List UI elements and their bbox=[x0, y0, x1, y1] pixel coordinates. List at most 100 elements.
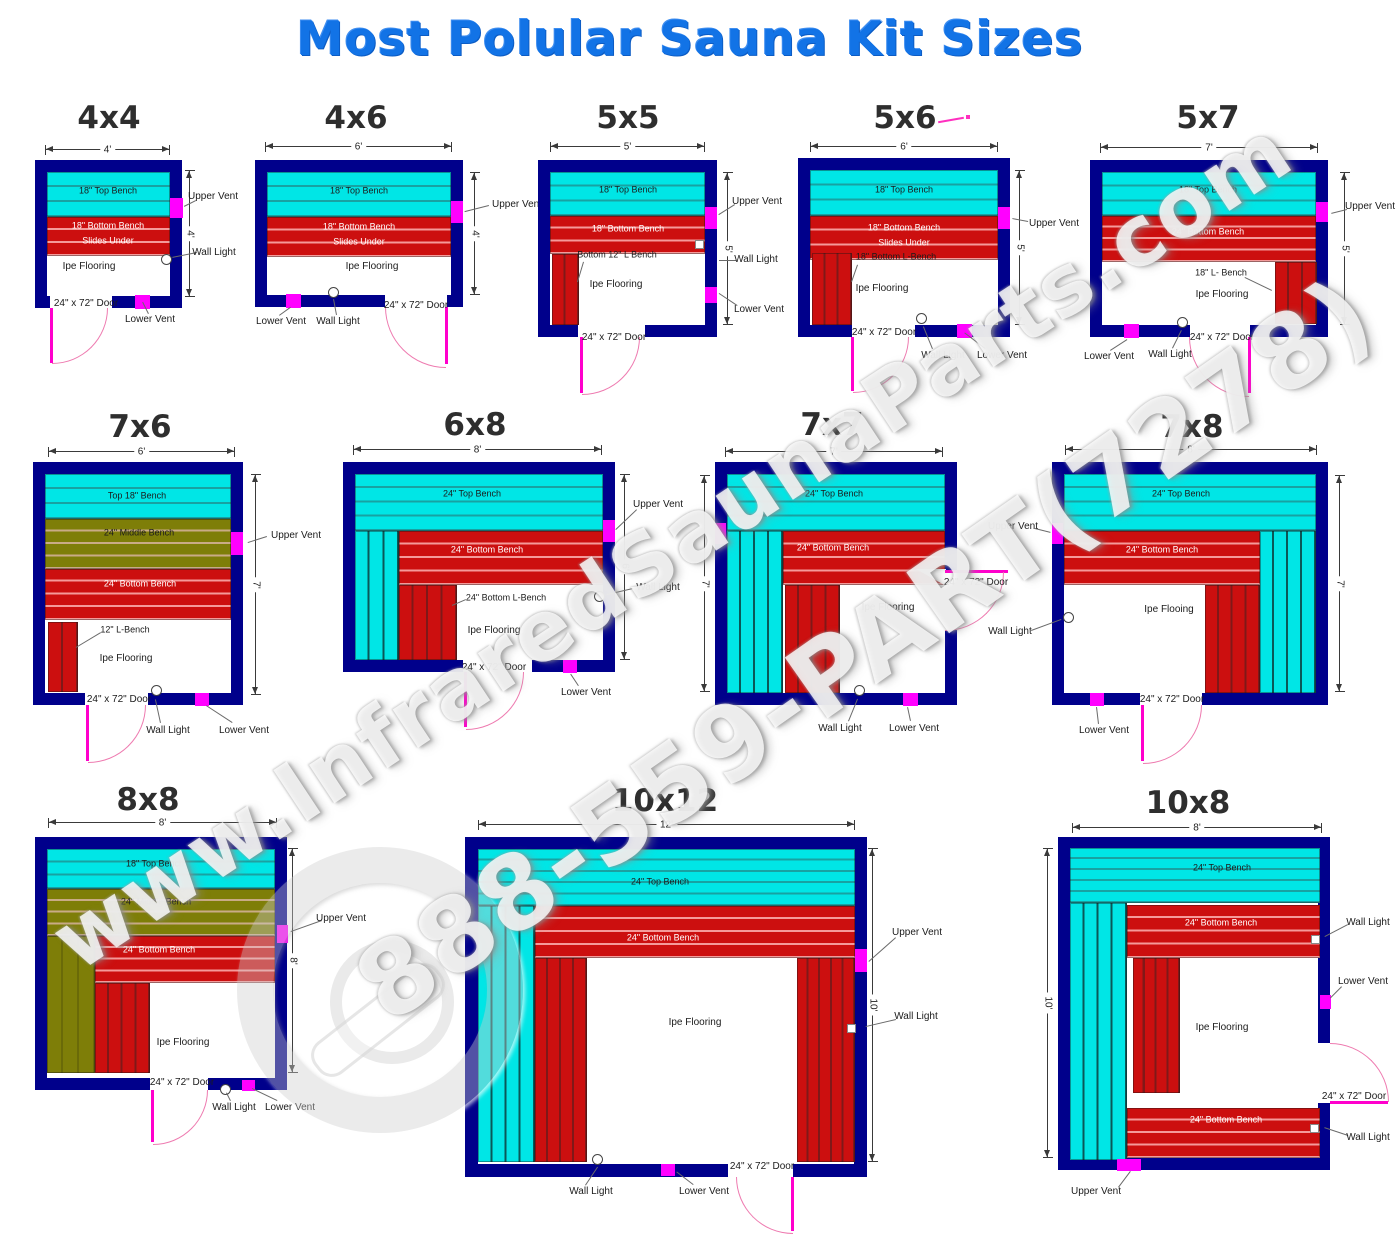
5x7-upper-vent bbox=[1316, 202, 1328, 222]
7x8-bench-cyan-horizontal bbox=[1064, 474, 1316, 531]
5x6-bench-cyan-horizontal bbox=[810, 170, 998, 216]
upper-vent-label: Upper Vent bbox=[270, 529, 322, 541]
dim-label: 4' bbox=[99, 144, 116, 156]
10x8-bench-red-horizontal bbox=[1127, 1108, 1320, 1158]
arrow-up-icon bbox=[252, 475, 258, 482]
24-x-72-door-label: 24" x 72" Door bbox=[851, 326, 917, 338]
10x12-bench-cyan-horizontal bbox=[478, 849, 855, 906]
5x7-door-leaf bbox=[1248, 337, 1251, 393]
10x8-upper-vent bbox=[1320, 995, 1331, 1009]
10x8-bench-cyan-horizontal bbox=[1070, 848, 1320, 903]
lower-vent-label: Lower Vent bbox=[1078, 724, 1130, 736]
arrow-right-icon bbox=[594, 446, 601, 452]
4x4-bench-red-horizontal bbox=[47, 217, 170, 256]
arrow-down-icon bbox=[252, 687, 258, 694]
24-top-bench-label: 24" Top Bench bbox=[1192, 862, 1252, 873]
arrow-up-icon bbox=[1336, 476, 1342, 483]
12-l-bench-label: 12" L-Bench bbox=[100, 624, 150, 635]
ipe-flooring-label: Ipe Flooring bbox=[668, 1016, 722, 1028]
7x7-bench-red-vertical bbox=[785, 585, 840, 693]
7x7-title: 7x7 bbox=[800, 407, 864, 443]
24-bottom-bench-label: 24" Bottom Bench bbox=[796, 542, 870, 553]
dim-tick bbox=[478, 820, 479, 830]
7x7-bench-cyan-horizontal bbox=[727, 474, 945, 531]
dim-tick bbox=[700, 475, 710, 476]
6x8-title: 6x8 bbox=[443, 407, 507, 443]
wall-light-icon bbox=[854, 685, 865, 696]
5x7-bench-cyan-horizontal bbox=[1102, 172, 1316, 216]
10x12-height-dimension: 10' bbox=[867, 848, 879, 1162]
24-bottom-bench-label: 24" Bottom Bench bbox=[1125, 544, 1199, 555]
4x6-bench-red-horizontal bbox=[267, 217, 451, 257]
wall-light-label: Wall Light bbox=[734, 253, 778, 265]
6x8-upper-vent bbox=[603, 520, 615, 542]
arrow-down-icon bbox=[1341, 317, 1347, 324]
5x6-bench-red-vertical bbox=[812, 253, 852, 325]
wall-light-icon bbox=[1311, 935, 1320, 944]
5x5-door-leaf bbox=[580, 337, 583, 393]
wall-light-label: Wall Light bbox=[1346, 916, 1390, 928]
arrow-down-icon bbox=[1044, 1150, 1050, 1157]
7x8-lower-vent bbox=[1090, 693, 1104, 706]
7x6-bench-olive-horizontal bbox=[45, 519, 231, 569]
5x5-lower-vent bbox=[705, 287, 717, 303]
7x6-width-dimension: 6' bbox=[48, 446, 235, 458]
18-bottom-l-bench-label: 18" Bottom L-Bench bbox=[855, 251, 937, 262]
dim-tick bbox=[1340, 324, 1350, 325]
dim-tick bbox=[601, 445, 602, 455]
arrow-right-icon bbox=[1309, 446, 1316, 452]
18-l-bench-label: 18" L- Bench bbox=[1195, 267, 1247, 278]
ipe-flooing-label: Ipe Flooing bbox=[1144, 603, 1194, 615]
arrow-left-icon bbox=[551, 143, 558, 149]
dim-tick bbox=[700, 691, 710, 692]
arrow-right-icon bbox=[847, 821, 854, 827]
7x6-upper-vent bbox=[231, 532, 243, 555]
5x7-bench-red-vertical bbox=[1275, 262, 1317, 324]
upper-vent-label: Upper Vent bbox=[632, 498, 684, 510]
5x5-title: 5x5 bbox=[596, 100, 660, 136]
18-top-bench-label: 18" Top Bench bbox=[125, 858, 185, 869]
24-top-bench-label: 24" Top Bench bbox=[1151, 488, 1211, 499]
dim-label: 6' bbox=[350, 141, 367, 153]
10x12-lower-vent bbox=[661, 1164, 675, 1176]
arrow-left-icon bbox=[1066, 446, 1073, 452]
arrow-right-icon bbox=[990, 143, 997, 149]
24-x-72-door-label: 24" x 72" Door bbox=[86, 693, 152, 705]
dim-tick bbox=[185, 296, 195, 297]
7x6-height-dimension: 7' bbox=[250, 474, 262, 695]
lower-vent-label: Lower Vent bbox=[1083, 350, 1135, 362]
4x4-lower-vent bbox=[135, 295, 150, 309]
dim-tick bbox=[48, 447, 49, 457]
wall-light-icon bbox=[592, 1154, 603, 1165]
4x4-height-dimension: 4' bbox=[184, 170, 196, 297]
pink-mark bbox=[966, 115, 970, 119]
10x8-title: 10x8 bbox=[1145, 785, 1231, 821]
dim-tick bbox=[234, 447, 235, 457]
10x12-width-dimension: 12' bbox=[478, 819, 855, 831]
dim-tick bbox=[265, 142, 266, 152]
arrow-up-icon bbox=[1016, 171, 1022, 178]
10x8-bench-red-horizontal bbox=[1127, 905, 1320, 958]
6x8-bench-red-vertical bbox=[399, 585, 457, 660]
top-18-bench-label: Top 18" Bench bbox=[107, 490, 167, 501]
5x6-upper-vent bbox=[998, 207, 1010, 229]
wall-light-label: Wall Light bbox=[894, 1010, 938, 1022]
5x6-lower-vent bbox=[957, 324, 972, 338]
wall-light-icon bbox=[594, 591, 605, 602]
dim-label: 7' bbox=[1201, 142, 1217, 154]
upper-vent-label: Upper Vent bbox=[187, 190, 239, 202]
dim-tick bbox=[1043, 848, 1053, 849]
7x8-bench-red-vertical bbox=[1205, 585, 1260, 693]
24-top-bench-label: 24" Top Bench bbox=[442, 488, 502, 499]
24-bottom-bench-label: 24" Bottom Bench bbox=[1184, 917, 1258, 928]
arrow-up-icon bbox=[289, 849, 295, 856]
upper-vent-label: Upper Vent bbox=[891, 926, 943, 938]
4x4-bench-cyan-horizontal bbox=[47, 172, 170, 217]
ipe-flooring-label: Ipe Flooring bbox=[1195, 288, 1249, 300]
